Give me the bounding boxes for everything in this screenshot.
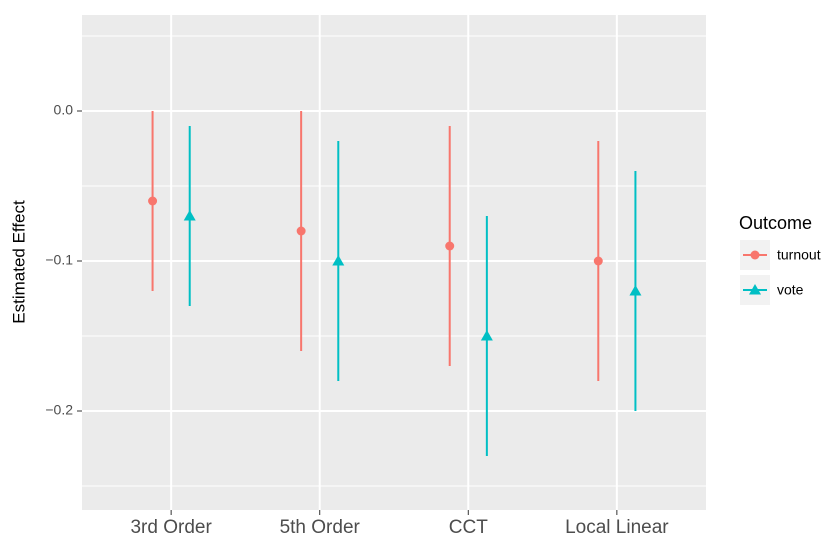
point [593, 256, 603, 266]
legend-label: turnout [777, 247, 821, 263]
point [749, 284, 761, 295]
x-tick-label: Local Linear [565, 517, 669, 538]
y-tick-label: −0.2 [45, 402, 73, 418]
point [445, 241, 455, 251]
y-tick-label: −0.1 [45, 252, 73, 268]
x-tick-label: 3rd Order [130, 517, 212, 538]
y-tick-label: 0.0 [54, 102, 74, 118]
panel [82, 15, 706, 510]
point [480, 330, 493, 341]
point [148, 196, 158, 206]
grid [82, 15, 706, 510]
point [750, 250, 760, 260]
point [183, 210, 196, 221]
x-tick-label: 5th Order [280, 517, 361, 538]
y-axis-title: Estimated Effect [9, 200, 28, 324]
point [332, 255, 345, 266]
x-tick-label: CCT [449, 517, 488, 538]
marks [148, 111, 642, 456]
legend-title: Outcome [739, 213, 812, 233]
legend-label: vote [777, 282, 804, 298]
point [296, 226, 306, 236]
point [629, 285, 642, 296]
